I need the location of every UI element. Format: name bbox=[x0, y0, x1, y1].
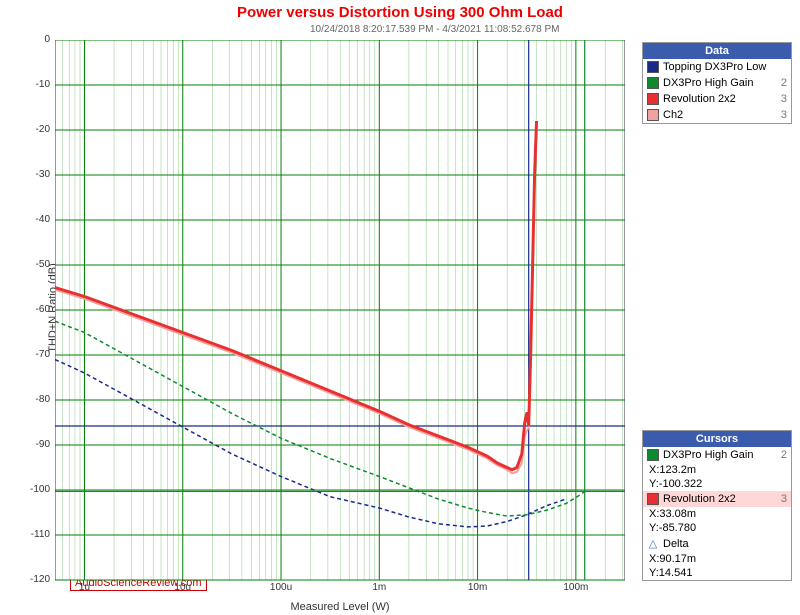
y-tick-label: -70 bbox=[20, 349, 50, 360]
y-tick-label: -10 bbox=[20, 79, 50, 90]
timestamp: 10/24/2018 8:20:17.539 PM - 4/3/2021 11:… bbox=[310, 24, 559, 35]
legend-num: 3 bbox=[781, 93, 787, 105]
x-tick-label: 100m bbox=[561, 582, 591, 593]
x-tick-label: 1u bbox=[69, 582, 99, 593]
x-tick-label: 100u bbox=[266, 582, 296, 593]
cursor-2-y: Y:-85.780 bbox=[643, 521, 791, 535]
chart-title: Power versus Distortion Using 300 Ohm Lo… bbox=[237, 4, 563, 21]
legend-swatch bbox=[647, 77, 659, 89]
y-tick-label: -120 bbox=[20, 574, 50, 585]
legend-cursors-box[interactable]: Cursors DX3Pro High Gain 2 X:123.2m Y:-1… bbox=[642, 430, 792, 581]
legend-swatch bbox=[647, 61, 659, 73]
cursor-1-x: X:123.2m bbox=[643, 463, 791, 477]
legend-item[interactable]: DX3Pro High Gain 2 bbox=[643, 75, 791, 91]
chart-plot-area bbox=[55, 40, 625, 595]
y-tick-label: -60 bbox=[20, 304, 50, 315]
cursor-row-delta[interactable]: △ Delta bbox=[643, 535, 791, 552]
x-tick-label: 1m bbox=[364, 582, 394, 593]
legend-cursors-header: Cursors bbox=[643, 431, 791, 447]
x-tick-label: 10m bbox=[463, 582, 493, 593]
legend-item[interactable]: Ch2 3 bbox=[643, 107, 791, 123]
legend-item[interactable]: Revolution 2x2 3 bbox=[643, 91, 791, 107]
cursor-label-1: DX3Pro High Gain bbox=[663, 449, 777, 461]
y-tick-label: -80 bbox=[20, 394, 50, 405]
cursor-1-y: Y:-100.322 bbox=[643, 477, 791, 491]
y-tick-label: -20 bbox=[20, 124, 50, 135]
x-axis-label: Measured Level (W) bbox=[55, 601, 625, 613]
chart-svg bbox=[55, 40, 625, 595]
legend-data-header: Data bbox=[643, 43, 791, 59]
legend-swatch bbox=[647, 93, 659, 105]
cursor-2-x: X:33.08m bbox=[643, 507, 791, 521]
cursor-delta-x: X:90.17m bbox=[643, 552, 791, 566]
legend-label: Revolution 2x2 bbox=[663, 93, 777, 105]
legend-num: 2 bbox=[781, 77, 787, 89]
y-tick-label: -90 bbox=[20, 439, 50, 450]
y-tick-label: -110 bbox=[20, 529, 50, 540]
legend-item[interactable]: Topping DX3Pro Low bbox=[643, 59, 791, 75]
x-tick-label: 10u bbox=[168, 582, 198, 593]
cursor-delta-y: Y:14.541 bbox=[643, 566, 791, 580]
legend-label: Ch2 bbox=[663, 109, 777, 121]
y-tick-label: -50 bbox=[20, 259, 50, 270]
legend-swatch bbox=[647, 109, 659, 121]
cursor-label-delta: Delta bbox=[663, 538, 787, 550]
legend-data-box[interactable]: Data Topping DX3Pro Low DX3Pro High Gain 2… bbox=[642, 42, 792, 124]
cursor-num-1: 2 bbox=[781, 449, 787, 461]
cursor-row-1[interactable]: DX3Pro High Gain 2 bbox=[643, 447, 791, 463]
y-tick-label: -30 bbox=[20, 169, 50, 180]
legend-label: Topping DX3Pro Low bbox=[663, 61, 783, 73]
cursor-swatch-2 bbox=[647, 493, 659, 505]
legend-num: 3 bbox=[781, 109, 787, 121]
cursor-num-2: 3 bbox=[781, 493, 787, 505]
legend-label: DX3Pro High Gain bbox=[663, 77, 777, 89]
delta-icon: △ bbox=[647, 537, 659, 550]
cursor-swatch-1 bbox=[647, 449, 659, 461]
cursor-row-2[interactable]: Revolution 2x2 3 bbox=[643, 491, 791, 507]
cursor-label-2: Revolution 2x2 bbox=[663, 493, 777, 505]
y-tick-label: -40 bbox=[20, 214, 50, 225]
y-tick-label: 0 bbox=[20, 34, 50, 45]
y-tick-label: -100 bbox=[20, 484, 50, 495]
